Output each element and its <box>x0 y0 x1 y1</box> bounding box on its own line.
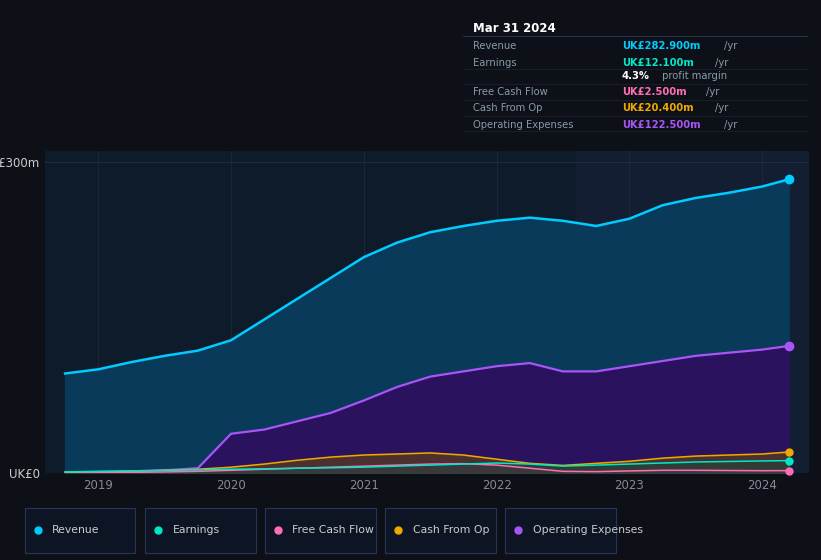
Bar <box>264 507 376 553</box>
Text: Earnings: Earnings <box>172 525 219 535</box>
Text: /yr: /yr <box>724 41 737 51</box>
Bar <box>25 507 135 553</box>
Text: Operating Expenses: Operating Expenses <box>533 525 643 535</box>
Text: Free Cash Flow: Free Cash Flow <box>474 87 548 97</box>
Bar <box>576 151 821 473</box>
Text: UK£20.400m: UK£20.400m <box>621 103 693 113</box>
Text: 4.3%: 4.3% <box>621 71 649 81</box>
Text: Cash From Op: Cash From Op <box>413 525 489 535</box>
Text: /yr: /yr <box>715 103 728 113</box>
Bar <box>144 507 255 553</box>
Text: Earnings: Earnings <box>474 58 517 68</box>
Text: UK£122.500m: UK£122.500m <box>621 120 700 130</box>
Text: UK£2.500m: UK£2.500m <box>621 87 686 97</box>
Text: Mar 31 2024: Mar 31 2024 <box>474 22 556 35</box>
Text: profit margin: profit margin <box>659 71 727 81</box>
Text: /yr: /yr <box>705 87 719 97</box>
Text: /yr: /yr <box>715 58 728 68</box>
Bar <box>385 507 496 553</box>
Bar <box>505 507 616 553</box>
Text: Cash From Op: Cash From Op <box>474 103 543 113</box>
Text: Free Cash Flow: Free Cash Flow <box>292 525 374 535</box>
Text: Operating Expenses: Operating Expenses <box>474 120 574 130</box>
Text: UK£12.100m: UK£12.100m <box>621 58 694 68</box>
Text: Revenue: Revenue <box>53 525 100 535</box>
Text: /yr: /yr <box>724 120 737 130</box>
Text: UK£282.900m: UK£282.900m <box>621 41 700 51</box>
Text: Revenue: Revenue <box>474 41 516 51</box>
